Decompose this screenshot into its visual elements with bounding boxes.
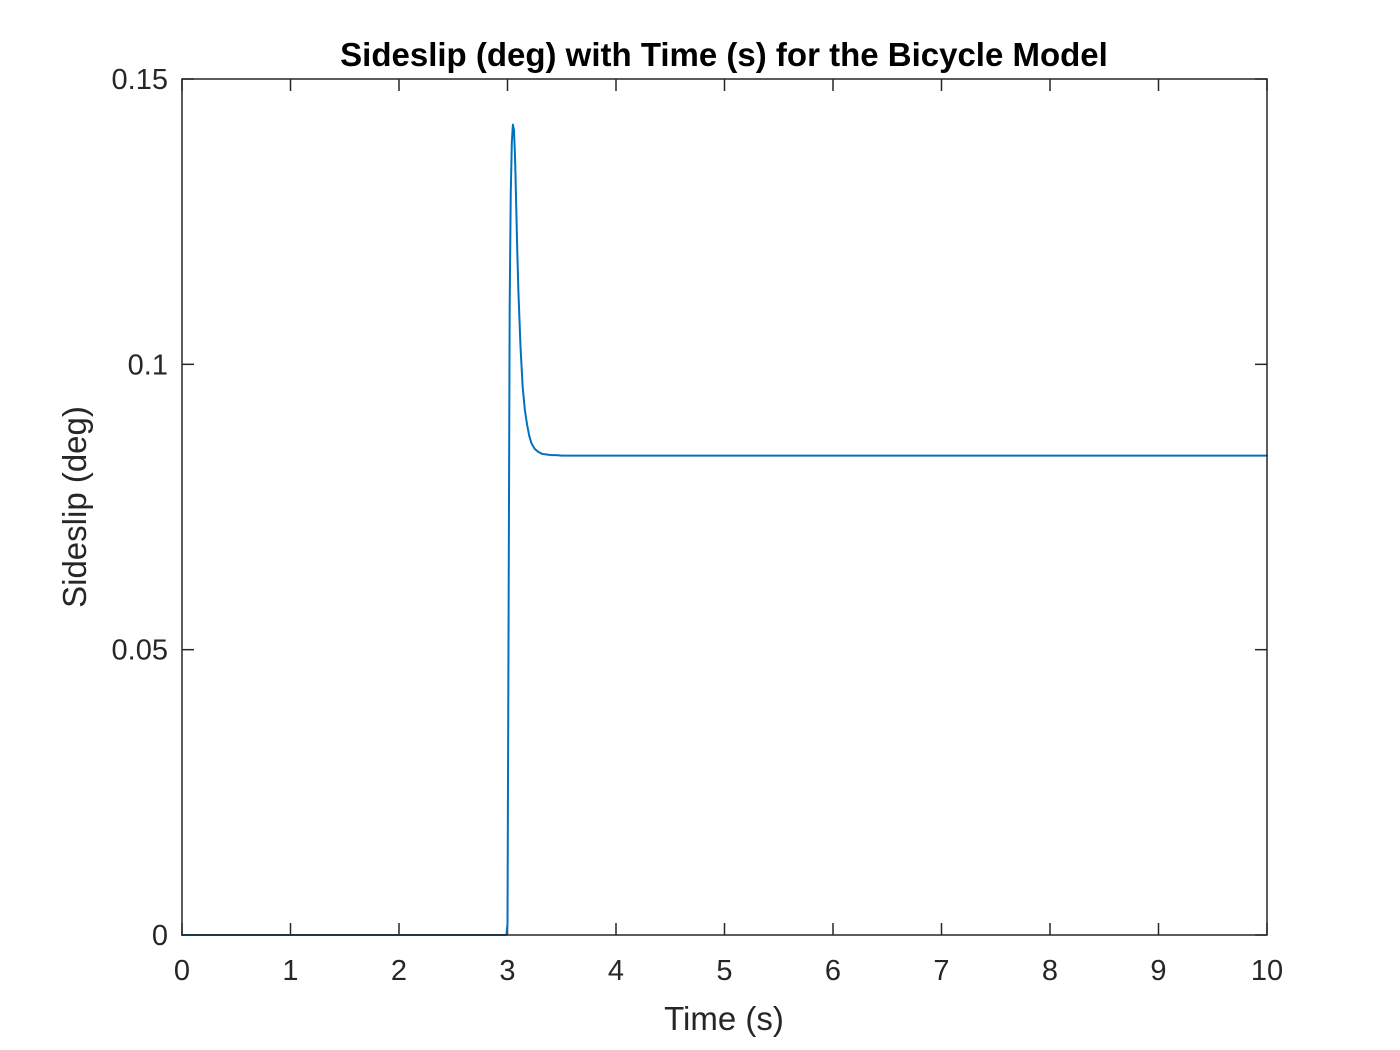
y-tick-label: 0.1 bbox=[128, 349, 168, 381]
x-tick-label: 3 bbox=[499, 955, 515, 987]
x-tick-label: 1 bbox=[282, 955, 298, 987]
plot-area bbox=[182, 79, 1267, 935]
x-tick-label: 2 bbox=[391, 955, 407, 987]
x-tick-label: 0 bbox=[174, 955, 190, 987]
x-tick-label: 8 bbox=[1042, 955, 1058, 987]
x-tick-label: 5 bbox=[716, 955, 732, 987]
x-axis-label: Time (s) bbox=[664, 1000, 784, 1037]
axes-box bbox=[181, 78, 1268, 936]
x-tick-label: 9 bbox=[1150, 955, 1166, 987]
x-tick-label: 7 bbox=[933, 955, 949, 987]
x-tick-label: 4 bbox=[608, 955, 624, 987]
x-tick-label: 10 bbox=[1251, 955, 1283, 987]
y-tick-label: 0.15 bbox=[112, 64, 168, 96]
x-axis-tick-labels: 0 1 2 3 4 5 6 7 8 9 10 bbox=[174, 955, 1283, 987]
y-tick-label: 0 bbox=[152, 920, 168, 952]
chart-title: Sideslip (deg) with Time (s) for the Bic… bbox=[340, 36, 1108, 73]
y-tick-label: 0.05 bbox=[112, 635, 168, 667]
y-axis-tick-labels: 0 0.05 0.1 0.15 bbox=[112, 64, 168, 952]
x-tick-label: 6 bbox=[825, 955, 841, 987]
y-axis-label: Sideslip (deg) bbox=[56, 406, 93, 608]
series-line-sideslip bbox=[181, 123, 1268, 936]
